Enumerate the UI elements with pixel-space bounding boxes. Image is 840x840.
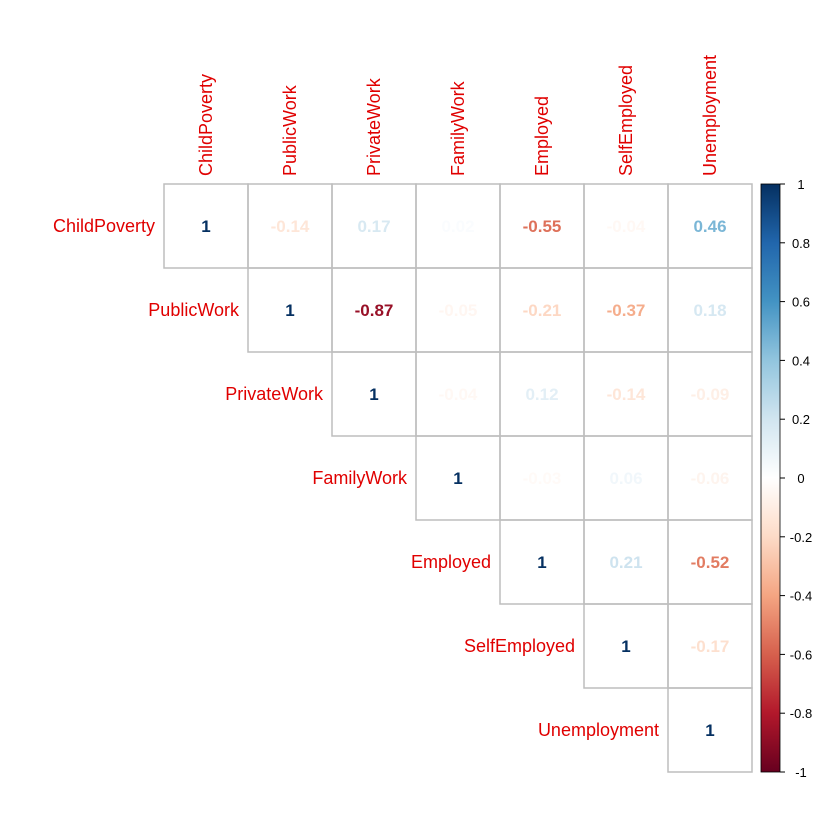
column-label-FamilyWork: FamilyWork — [448, 80, 468, 176]
value-label-Employed-SelfEmployed: 0.21 — [609, 553, 642, 572]
colorbar-tick-label: 0.6 — [792, 295, 810, 310]
value-label-PrivateWork-FamilyWork: -0.04 — [439, 385, 478, 404]
value-label-SelfEmployed-SelfEmployed: 1 — [621, 637, 630, 656]
value-label-Employed-Unemployment: -0.52 — [691, 553, 730, 572]
value-label-PublicWork-SelfEmployed: -0.37 — [607, 301, 646, 320]
value-label-PublicWork-PublicWork: 1 — [285, 301, 294, 320]
colorbar-tick-label: -0.2 — [790, 530, 812, 545]
colorbar: 1 0.8 0.6 0.4 0.2 0 -0.2 -0.4 -0.6 -0.8 -1 — [760, 177, 812, 780]
grid-layer — [163, 183, 753, 773]
value-label-FamilyWork-FamilyWork: 1 — [453, 469, 462, 488]
value-layer: 1 -0.14 0.17 0.02 -0.55 -0.04 0.46 1 -0.87 -0.05 -… — [201, 217, 729, 740]
column-labels: ChildPoverty PublicWork PrivateWork FamilyW… — [196, 55, 720, 176]
value-label-FamilyWork-Employed: -0.03 — [523, 469, 562, 488]
colorbar-tick-label: -0.4 — [790, 589, 812, 604]
value-label-PublicWork-Unemployment: 0.18 — [693, 301, 726, 320]
value-label-PublicWork-PrivateWork: -0.87 — [355, 301, 394, 320]
value-label-PublicWork-FamilyWork: -0.05 — [439, 301, 478, 320]
colorbar-gradient — [760, 183, 781, 773]
colorbar-tick-label: 0.2 — [792, 412, 810, 427]
colorbar-tick-label: 1 — [797, 177, 804, 192]
column-label-Employed: Employed — [532, 96, 552, 176]
value-label-ChildPoverty-ChildPoverty: 1 — [201, 217, 210, 236]
value-label-FamilyWork-SelfEmployed: 0.06 — [609, 469, 642, 488]
value-label-ChildPoverty-PrivateWork: 0.17 — [357, 217, 390, 236]
colorbar-tick-label: 0 — [797, 471, 804, 486]
value-label-ChildPoverty-Unemployment: 0.46 — [693, 217, 726, 236]
value-label-Unemployment-Unemployment: 1 — [705, 721, 714, 740]
column-label-PrivateWork: PrivateWork — [364, 77, 384, 176]
row-label-SelfEmployed: SelfEmployed — [464, 636, 575, 656]
row-label-FamilyWork: FamilyWork — [312, 468, 408, 488]
row-label-Unemployment: Unemployment — [538, 720, 659, 740]
cell-Unemployment-Unemployment — [667, 687, 753, 773]
row-labels: ChildPoverty PublicWork PrivateWork FamilyW… — [53, 216, 659, 740]
colorbar-tick-label: 0.8 — [792, 236, 810, 251]
value-label-Employed-Employed: 1 — [537, 553, 546, 572]
colorbar-tick-label: -1 — [795, 765, 807, 780]
colorbar-tick-label: -0.8 — [790, 706, 812, 721]
value-label-PrivateWork-PrivateWork: 1 — [369, 385, 378, 404]
value-label-SelfEmployed-Unemployment: -0.17 — [691, 637, 730, 656]
value-label-PublicWork-Employed: -0.21 — [523, 301, 562, 320]
column-label-ChildPoverty: ChildPoverty — [196, 74, 216, 176]
colorbar-tick-label: -0.6 — [790, 647, 812, 662]
value-label-PrivateWork-SelfEmployed: -0.14 — [607, 385, 646, 404]
column-label-PublicWork: PublicWork — [280, 84, 300, 176]
row-label-ChildPoverty: ChildPoverty — [53, 216, 155, 236]
value-label-ChildPoverty-FamilyWork: 0.02 — [441, 217, 474, 236]
value-label-PrivateWork-Unemployment: -0.09 — [691, 385, 730, 404]
colorbar-tick-label: 0.4 — [792, 353, 810, 368]
column-label-Unemployment: Unemployment — [700, 55, 720, 176]
row-label-PublicWork: PublicWork — [148, 300, 240, 320]
value-label-PrivateWork-Employed: 0.12 — [525, 385, 558, 404]
row-label-PrivateWork: PrivateWork — [225, 384, 324, 404]
column-label-SelfEmployed: SelfEmployed — [616, 65, 636, 176]
value-label-FamilyWork-Unemployment: -0.06 — [691, 469, 730, 488]
value-label-ChildPoverty-SelfEmployed: -0.04 — [607, 217, 646, 236]
value-label-ChildPoverty-Employed: -0.55 — [523, 217, 562, 236]
value-label-ChildPoverty-PublicWork: -0.14 — [271, 217, 310, 236]
row-label-Employed: Employed — [411, 552, 491, 572]
